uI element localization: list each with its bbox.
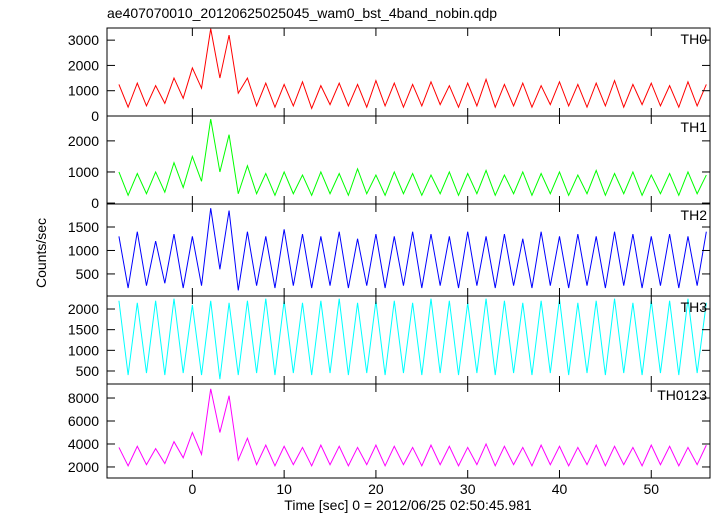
panel-frame <box>106 115 711 205</box>
y-tick-label: 4000 <box>68 436 99 452</box>
panel-frame <box>106 203 711 297</box>
panel-plot <box>118 28 707 110</box>
y-tick-label: 1000 <box>68 342 99 358</box>
y-tick-label: 0 <box>91 108 99 124</box>
y-tick-label: 1500 <box>68 219 99 235</box>
x-tick-label: 20 <box>368 481 384 497</box>
panel-plot <box>118 298 707 380</box>
panel-frame <box>106 383 711 479</box>
series-line <box>118 119 707 197</box>
panel-plot <box>118 388 707 468</box>
y-tick-label: 1000 <box>68 83 99 99</box>
x-axis-label: Time [sec] 0 = 2012/06/25 02:50:45.981 <box>284 497 532 513</box>
panel-frame <box>106 27 711 117</box>
y-tick-label: 2000 <box>68 301 99 317</box>
x-tick-label: 10 <box>276 481 292 497</box>
y-tick-label: 1500 <box>68 322 99 338</box>
panel-label: TH0123 <box>657 387 707 403</box>
panel-label: TH1 <box>681 119 708 135</box>
panel-plot <box>118 119 707 197</box>
panel-label: TH2 <box>681 207 708 223</box>
y-tick-label: 500 <box>76 363 100 379</box>
x-tick-label: 0 <box>188 481 196 497</box>
y-tick-label: 6000 <box>68 413 99 429</box>
x-tick-label: 30 <box>460 481 476 497</box>
panel-plot <box>118 208 707 291</box>
x-tick-label: 50 <box>643 481 659 497</box>
y-tick-label: 8000 <box>68 390 99 406</box>
series-line <box>118 298 707 380</box>
series-line <box>118 28 707 110</box>
y-tick-label: 1000 <box>68 164 99 180</box>
y-tick-label: 2000 <box>68 133 99 149</box>
y-tick-label: 0 <box>91 195 99 211</box>
y-tick-label: 500 <box>76 266 100 282</box>
y-tick-label: 1000 <box>68 242 99 258</box>
panel-label: TH3 <box>681 299 708 315</box>
series-line <box>118 208 707 291</box>
y-tick-label: 3000 <box>68 32 99 48</box>
x-tick-label: 40 <box>552 481 568 497</box>
chart-title: ae407070010_20120625025045_wam0_bst_4ban… <box>107 5 497 21</box>
panel-label: TH0 <box>681 31 708 47</box>
y-tick-label: 2000 <box>68 459 99 475</box>
series-line <box>118 388 707 468</box>
y-tick-label: 2000 <box>68 57 99 73</box>
y-axis-label: Counts/sec <box>33 218 49 288</box>
